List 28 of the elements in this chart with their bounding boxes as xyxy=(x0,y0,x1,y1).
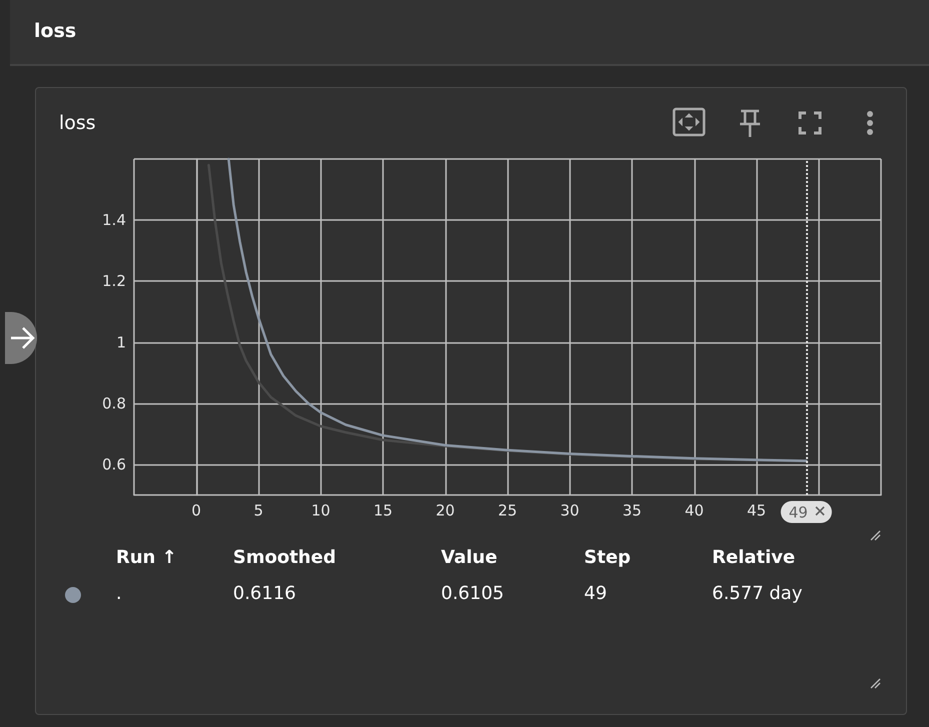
text: Value xyxy=(441,547,498,568)
text: loss xyxy=(34,20,76,42)
ref-line-label: 49 xyxy=(788,504,808,522)
y-tick-label: 1.4 xyxy=(102,211,126,230)
text: Step xyxy=(584,547,631,568)
x-tick-label: 20 xyxy=(436,502,455,520)
y-tick-label: 1 xyxy=(116,333,126,352)
text: Run ↑ xyxy=(116,547,177,568)
x-tick-label: 40 xyxy=(684,502,704,520)
x-tick-label: 15 xyxy=(373,502,393,520)
y-tick-label: 0.8 xyxy=(102,394,126,412)
chart-title: loss xyxy=(59,112,96,134)
x-tick-label: 25 xyxy=(498,502,518,520)
x-tick-label: 5 xyxy=(254,502,264,520)
x-tick-label: 30 xyxy=(560,502,580,520)
text: 0.6116 xyxy=(233,583,296,604)
text: . xyxy=(116,583,122,604)
text: 49 xyxy=(584,583,607,604)
text: Relative xyxy=(712,547,796,568)
text: 0.6105 xyxy=(441,583,504,604)
text: Smoothed xyxy=(233,547,336,568)
y-tick-label: 1.2 xyxy=(102,272,126,290)
text: 6.577 day xyxy=(712,583,802,604)
x-tick-label: 35 xyxy=(622,502,642,520)
y-tick-label: 0.6 xyxy=(102,455,126,474)
x-tick-label: 0 xyxy=(191,502,202,520)
x-tick-label: 45 xyxy=(746,502,766,520)
x-tick-label: 10 xyxy=(311,502,330,520)
